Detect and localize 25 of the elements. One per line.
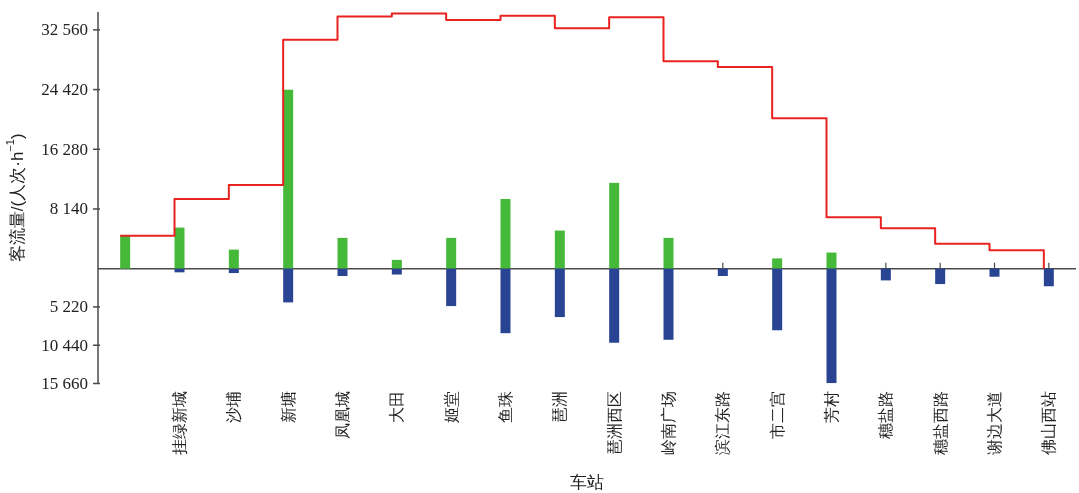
x-tick-label: 大田	[388, 390, 406, 423]
x-tick-label: 芳村	[823, 390, 840, 423]
x-tick-label: 挂绿新城	[171, 390, 188, 455]
x-axis-title: 车站	[570, 472, 604, 492]
x-tick-label: 穗盐西路	[931, 390, 949, 455]
x-tick-label: 滨江东路	[714, 390, 732, 455]
x-tick-label: 凤凰城	[334, 390, 351, 439]
x-tick-label: 市二宫	[768, 390, 786, 439]
y-tick-label: 16 280	[41, 139, 88, 159]
x-tick-label: 姬堂	[442, 390, 460, 423]
y-tick-label: 32 560	[41, 20, 88, 40]
x-tick-label: 佛山西站	[1040, 390, 1058, 455]
y-tick-label: 8 140	[49, 199, 88, 219]
x-tick-label: 穗盐路	[877, 390, 895, 439]
x-tick-label: 琶洲	[551, 390, 569, 423]
x-tick-label: 沙埔	[225, 390, 243, 423]
y-tick-label: 15 660	[41, 374, 88, 393]
x-tick-label: 琶洲西区	[605, 390, 623, 455]
y-tick-label: 5 220	[49, 297, 88, 317]
y-tick-label: 24 420	[41, 80, 88, 100]
y-tick-label: 10 440	[41, 335, 88, 355]
x-tick-label: 岭南广场	[660, 390, 677, 455]
x-tick-label: 新塘	[279, 390, 297, 423]
x-tick-label: 谢边大道	[986, 390, 1003, 455]
x-tick-label: 鱼珠	[497, 390, 514, 423]
